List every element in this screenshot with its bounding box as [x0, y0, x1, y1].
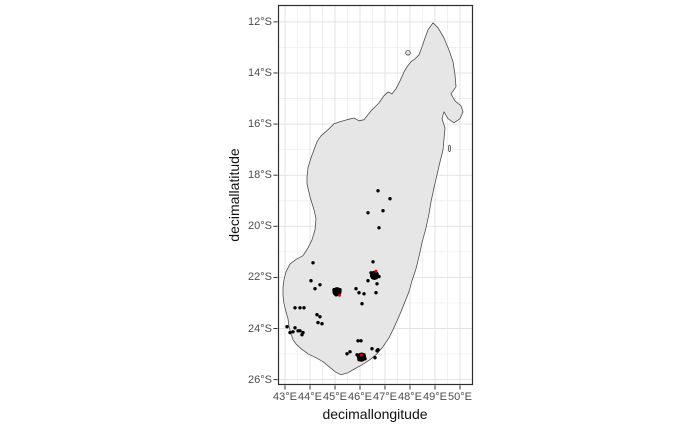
x-tick-label: 48°E — [398, 391, 422, 403]
occurrence-point — [320, 322, 324, 326]
occurrence-point — [374, 291, 378, 295]
x-tick-label: 44°E — [298, 391, 322, 403]
occurrence-point — [285, 325, 289, 329]
occurrence-point — [375, 282, 379, 286]
madagascar-outline — [282, 22, 464, 376]
occurrence-point — [318, 283, 322, 287]
occurrence-point — [388, 197, 392, 201]
occurrence-point — [300, 333, 304, 337]
y-tick-label: 20°S — [248, 220, 272, 233]
occurrence-point — [377, 226, 381, 230]
x-tick-label: 50°E — [448, 391, 472, 403]
occurrence-point — [354, 287, 358, 291]
highlighted-point — [360, 353, 363, 357]
y-tick-label: 18°S — [248, 169, 272, 182]
x-tick-label: 49°E — [423, 391, 447, 403]
y-tick-label: 16°S — [248, 118, 272, 131]
occurrence-point — [318, 315, 322, 319]
occurrence-point — [293, 306, 297, 310]
y-tick-label: 24°S — [248, 322, 272, 335]
y-tick-label: 26°S — [248, 373, 272, 386]
occurrence-point — [313, 287, 317, 291]
y-tick-label: 22°S — [248, 271, 272, 284]
occurrence-point — [311, 261, 315, 265]
occurrence-point — [360, 302, 364, 306]
occurrence-point — [356, 339, 360, 343]
y-tick-label: 14°S — [248, 66, 272, 79]
occurrence-point — [376, 189, 380, 193]
panel-border — [277, 4, 474, 386]
plot-panel — [273, 4, 474, 390]
occurrence-point — [371, 260, 375, 264]
occurrence-point — [288, 330, 292, 335]
occurrence-point — [373, 356, 377, 360]
occurrence-point — [315, 313, 319, 317]
occurrence-point — [366, 211, 370, 215]
occurrence-point — [381, 209, 385, 213]
occurrence-cluster — [369, 270, 380, 280]
y-tick-label: 12°S — [248, 15, 272, 28]
occurrence-point — [293, 326, 297, 330]
occurrence-cluster — [356, 352, 367, 362]
occurrence-point — [302, 306, 306, 310]
occurrence-point — [359, 339, 363, 343]
occurrence-point — [376, 348, 380, 352]
occurrence-point — [298, 329, 302, 333]
y-axis-title: decimallatitude — [226, 148, 242, 242]
occurrence-point — [357, 291, 361, 295]
occurrence-point — [366, 279, 370, 283]
x-tick-label: 47°E — [373, 391, 397, 403]
occurrence-point — [316, 320, 320, 325]
occurrence-point — [298, 306, 302, 310]
x-tick-label: 46°E — [348, 391, 372, 403]
highlighted-point — [338, 293, 341, 297]
occurrence-point — [362, 292, 366, 296]
island-ile-sainte-marie — [447, 144, 451, 152]
occurrence-point — [291, 330, 295, 334]
highlighted-point — [374, 269, 378, 273]
x-axis-title: decimallongitude — [322, 406, 428, 422]
x-tick-label: 45°E — [323, 391, 347, 403]
x-tick-label: 43°E — [273, 391, 297, 403]
island-nosy-be — [405, 50, 411, 56]
occurrence-point — [348, 350, 352, 354]
occurrence-point — [309, 279, 313, 283]
occurrence-point — [345, 352, 349, 356]
occurrence-point — [370, 347, 374, 351]
